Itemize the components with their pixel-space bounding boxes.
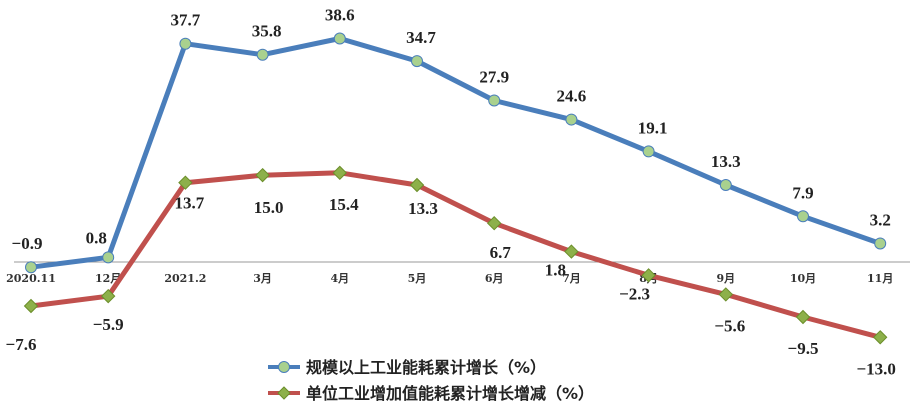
data-label: 13.3 [711, 152, 741, 171]
x-tick-label: 10月 [790, 272, 816, 285]
data-point [565, 113, 578, 126]
series-line-0 [28, 36, 883, 270]
data-label: 7.9 [792, 183, 813, 202]
data-point [641, 268, 656, 283]
x-tick-label: 5月 [408, 272, 427, 285]
data-point [178, 175, 193, 190]
data-point [409, 177, 425, 193]
data-labels: −0.9 0.8 37.7 35.8 38.6 34.7 27.9 24.6 19.1 13.3 7… [6, 6, 896, 379]
series-layer [23, 32, 888, 345]
data-label: 15.4 [329, 195, 359, 214]
data-label: −7.6 [6, 335, 37, 354]
data-point [332, 165, 348, 181]
data-label: 0.8 [86, 228, 107, 247]
data-point [486, 215, 502, 231]
x-tick-label: 2021.2 [164, 272, 206, 285]
data-label: −9.5 [788, 339, 819, 358]
x-tick-label: 2020.11 [6, 272, 56, 285]
series-line-1 [28, 170, 883, 340]
data-point [795, 309, 811, 325]
data-point [411, 55, 423, 68]
x-tick-label: 9月 [716, 272, 735, 285]
data-label: 3.2 [870, 210, 891, 229]
data-label: −0.9 [12, 234, 43, 253]
x-tick-label: 7月 [562, 272, 581, 285]
data-label: 35.8 [252, 22, 282, 41]
x-tick-label: 4月 [330, 272, 349, 285]
data-label: −5.9 [93, 315, 124, 334]
x-tick-label: 12月 [95, 272, 121, 285]
legend: 规模以上工业能耗累计增长（%） 单位工业增加值能耗累计增长增减（%） [268, 358, 594, 403]
data-point [797, 210, 809, 223]
x-tick-label: 3月 [253, 272, 272, 285]
data-label: 38.6 [325, 6, 355, 25]
data-label: 15.0 [254, 198, 284, 217]
data-point [102, 251, 115, 264]
data-label: −2.3 [619, 284, 650, 303]
legend-label-energy-growth: 规模以上工业能耗累计增长（%） [306, 358, 546, 377]
data-label: 13.3 [408, 199, 438, 218]
data-point [488, 94, 501, 107]
data-label: 34.7 [406, 28, 436, 47]
data-label: 1.8 [545, 261, 566, 280]
data-point [179, 37, 192, 50]
legend-label-unit-energy-change: 单位工业增加值能耗累计增长增减（%） [306, 384, 594, 403]
x-tick-label: 11月 [867, 272, 893, 285]
data-point [874, 237, 887, 250]
data-point [872, 330, 888, 345]
data-label: 27.9 [479, 67, 509, 86]
data-label: 6.7 [490, 243, 512, 262]
data-label: 37.7 [171, 11, 201, 30]
data-point [719, 178, 732, 191]
data-point [333, 32, 346, 45]
legend-marker-circle-icon [278, 361, 290, 373]
x-tick-label: 6月 [485, 272, 504, 285]
data-label: −5.6 [714, 316, 745, 335]
data-label: 13.7 [175, 194, 205, 213]
legend-marker-diamond-icon [277, 386, 291, 400]
data-point [100, 288, 116, 304]
data-point [23, 298, 39, 314]
data-point [25, 261, 37, 274]
data-point [642, 145, 655, 158]
data-label: −13.0 [856, 359, 895, 378]
data-label: 24.6 [557, 87, 587, 106]
data-point [718, 287, 734, 302]
data-point [564, 244, 579, 259]
legend-entry-energy-growth: 规模以上工业能耗累计增长（%） [268, 358, 546, 377]
legend-entry-unit-energy-change: 单位工业增加值能耗累计增长增减（%） [268, 384, 594, 403]
data-label: 19.1 [638, 118, 668, 137]
data-point [256, 48, 269, 61]
data-point [255, 167, 270, 183]
